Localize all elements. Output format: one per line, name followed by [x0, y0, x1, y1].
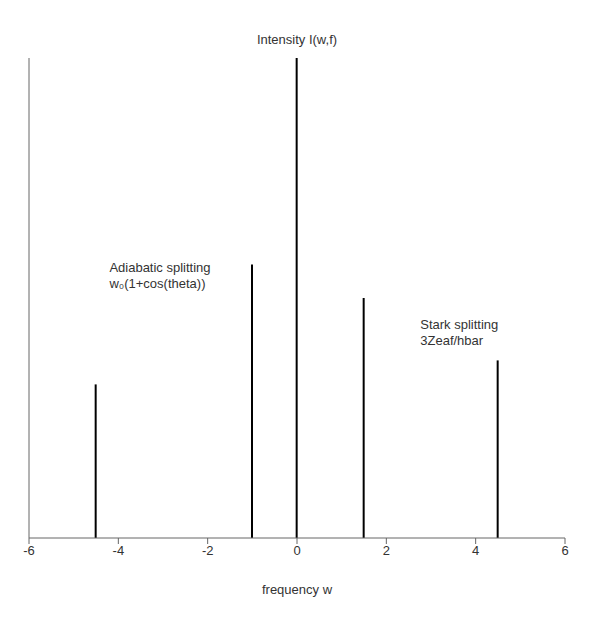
html-text:3Zeaf/hbar: 3Zeaf/hbar: [420, 333, 484, 349]
svg-text:4: 4: [472, 543, 479, 558]
svg-text:2: 2: [383, 543, 390, 558]
svg-text:frequency w: frequency w: [262, 582, 333, 597]
svg-text:-4: -4: [113, 543, 125, 558]
svg-text:6: 6: [561, 543, 568, 558]
svg-text:-6: -6: [23, 543, 35, 558]
svg-text:0: 0: [293, 543, 300, 558]
html-text:Stark splitting: Stark splitting: [420, 317, 499, 333]
html-text:w₀(1+cos(theta)): w₀(1+cos(theta)): [109, 275, 206, 291]
html-text:Adiabatic splitting: Adiabatic splitting: [109, 259, 211, 275]
svg-text:-2: -2: [202, 543, 214, 558]
html-text:Intensity I(w,f): Intensity I(w,f): [256, 32, 338, 47]
